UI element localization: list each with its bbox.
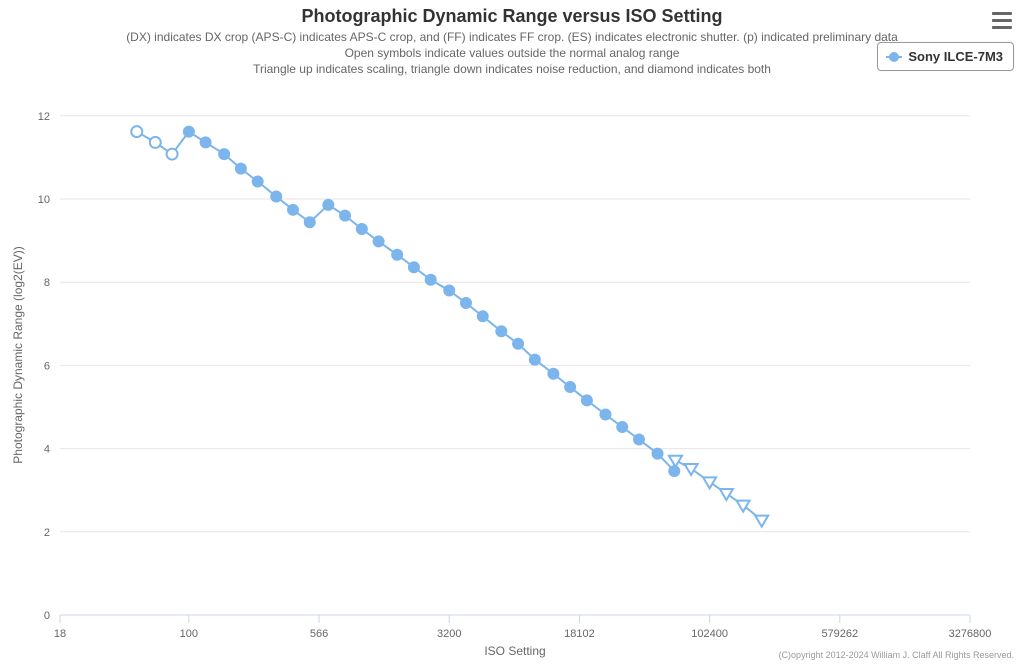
plot-svg: 0 2 4 6 8 10 12 18 100 566 3200 18102 102400 579262 3… [0, 0, 1024, 664]
series-line [137, 132, 762, 521]
y-axis: 0 2 4 6 8 10 12 [38, 111, 50, 622]
series-markers [131, 126, 768, 527]
svg-text:579262: 579262 [821, 628, 858, 640]
svg-text:8: 8 [44, 277, 50, 289]
svg-text:4: 4 [44, 444, 50, 456]
svg-text:12: 12 [38, 111, 50, 123]
copyright-text: (C)opyright 2012-2024 William J. Claff A… [779, 650, 1014, 660]
svg-text:18: 18 [54, 628, 66, 640]
svg-text:102400: 102400 [691, 628, 728, 640]
svg-text:0: 0 [44, 610, 50, 622]
grid-lines [60, 116, 970, 615]
x-axis: 18 100 566 3200 18102 102400 579262 3276800 [54, 615, 992, 640]
svg-text:566: 566 [310, 628, 328, 640]
svg-text:100: 100 [180, 628, 198, 640]
chart-container: Photographic Dynamic Range versus ISO Se… [0, 0, 1024, 664]
svg-text:10: 10 [38, 194, 50, 206]
y-axis-label: Photographic Dynamic Range (log2(EV)) [11, 246, 25, 463]
svg-text:6: 6 [44, 360, 50, 372]
svg-text:3200: 3200 [437, 628, 461, 640]
svg-text:3276800: 3276800 [949, 628, 992, 640]
svg-text:18102: 18102 [564, 628, 595, 640]
svg-text:2: 2 [44, 527, 50, 539]
x-axis-label: ISO Setting [484, 644, 545, 658]
